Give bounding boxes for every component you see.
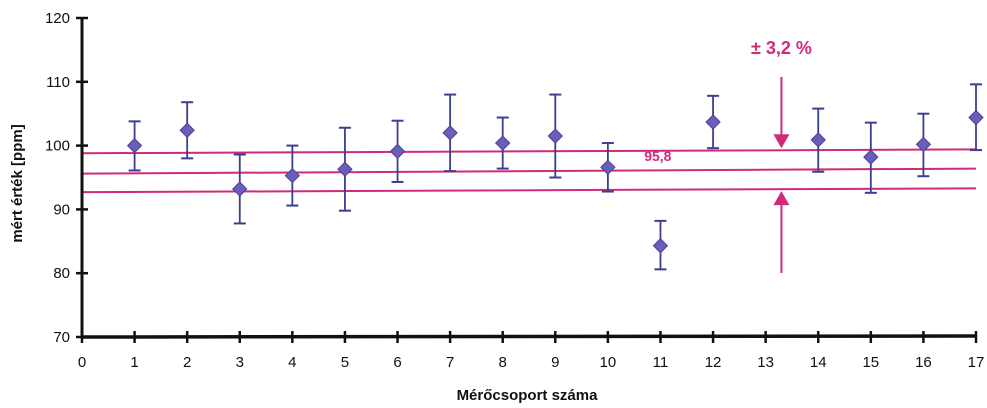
x-tick-label: 13	[757, 354, 774, 371]
x-tick-label: 3	[236, 354, 244, 371]
data-points-layer	[126, 109, 984, 254]
y-tick-label: 110	[46, 74, 70, 91]
y-axis-title: mért érték [ppm]	[9, 124, 26, 242]
x-tick-label: 4	[288, 354, 296, 371]
x-tick-label: 16	[915, 354, 932, 371]
x-tick-label: 5	[341, 354, 349, 371]
reference-line-mean	[81, 167, 977, 175]
data-point	[494, 135, 511, 151]
data-point	[600, 159, 616, 175]
x-tick-label: 1	[130, 354, 138, 371]
data-point	[863, 149, 879, 165]
x-tick-label: 10	[600, 354, 617, 371]
y-tick-label: 70	[53, 329, 70, 346]
data-point	[232, 181, 248, 197]
x-tick-label: 12	[705, 354, 722, 371]
mean-label: 95,8	[644, 148, 671, 164]
tolerance-arrow-bottom-head	[773, 191, 790, 206]
y-tick-label: 90	[53, 201, 70, 218]
x-tick-label: 8	[499, 354, 507, 371]
data-point	[126, 137, 143, 154]
y-tick-label: 120	[45, 10, 70, 27]
data-point	[915, 136, 932, 153]
y-tick-label: 80	[53, 265, 70, 282]
error-bars-layer	[128, 83, 982, 271]
x-tick-label: 2	[183, 354, 191, 371]
x-tick-label: 7	[446, 354, 454, 371]
data-point	[284, 167, 301, 184]
x-tick-label: 11	[653, 354, 669, 371]
reference-line-upper	[81, 148, 977, 155]
axes-layer	[76, 16, 978, 343]
x-axis-line	[80, 334, 977, 339]
x-axis-title: Mérőcsoport száma	[457, 387, 599, 404]
tolerance-label: ± 3,2 %	[751, 38, 812, 58]
data-point	[389, 143, 406, 160]
x-tick-label: 0	[78, 354, 86, 371]
annotations-layer: 95,8 ± 3,2 %	[644, 38, 812, 273]
x-tick-label: 14	[810, 354, 827, 371]
tolerance-arrow-top-head	[773, 134, 790, 149]
data-point	[968, 109, 984, 126]
x-tick-label: 6	[393, 354, 401, 371]
reference-line-lower	[81, 187, 977, 194]
x-tick-label: 17	[968, 354, 985, 371]
data-point	[547, 128, 564, 144]
y-tick-label: 100	[45, 138, 70, 155]
x-tick-label: 9	[551, 354, 559, 371]
data-point	[705, 114, 721, 130]
x-tick-label: 15	[862, 354, 879, 371]
data-point	[810, 132, 826, 148]
data-point	[179, 122, 195, 138]
data-point	[337, 161, 353, 177]
data-point	[442, 125, 458, 141]
reference-lines-layer	[81, 148, 977, 194]
data-point	[652, 238, 669, 254]
